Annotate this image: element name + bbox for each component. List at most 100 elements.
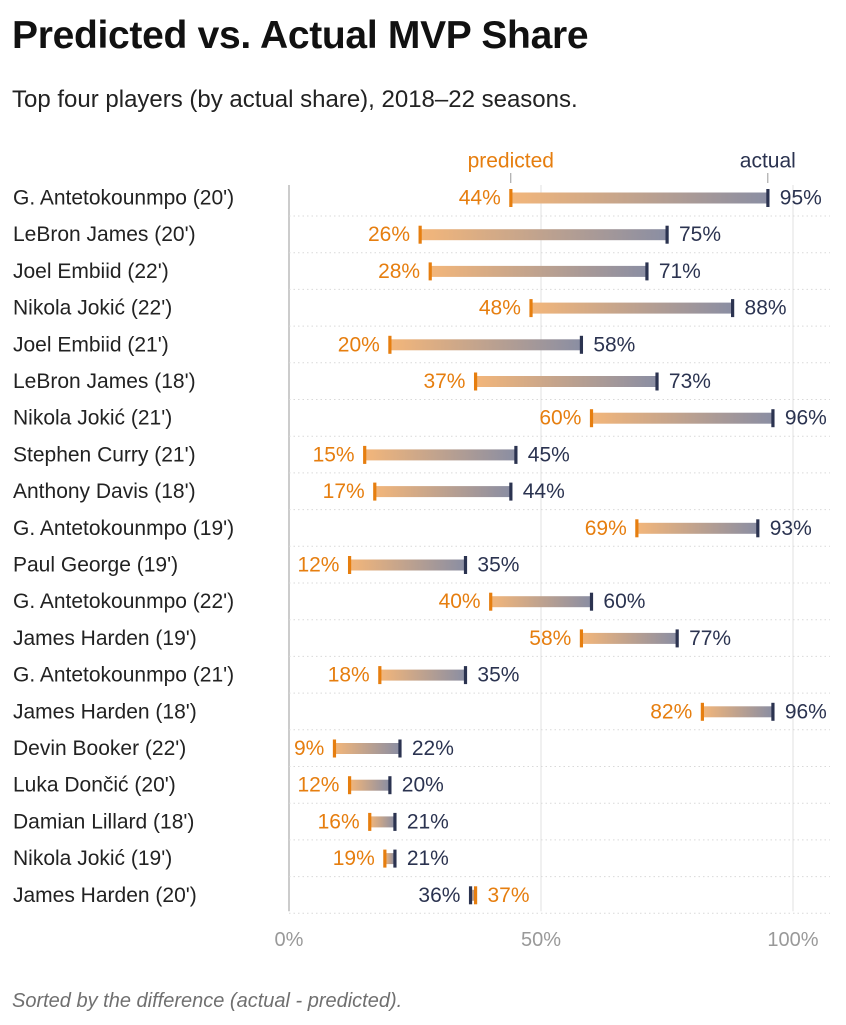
- actual-value-label: 22%: [412, 737, 454, 760]
- row-label: Paul George (19'): [13, 554, 178, 577]
- actual-value-label: 36%: [418, 884, 460, 907]
- actual-marker: [645, 262, 649, 281]
- predicted-value-label: 28%: [378, 260, 420, 283]
- connector-bar: [334, 743, 400, 754]
- actual-value-label: 60%: [603, 590, 645, 613]
- predicted-marker: [383, 849, 387, 868]
- predicted-value-label: 82%: [650, 700, 692, 723]
- actual-marker: [579, 335, 584, 354]
- row-label: James Harden (20'): [13, 884, 197, 907]
- predicted-marker: [489, 592, 493, 611]
- row-label: Damian Lillard (18'): [13, 810, 194, 833]
- predicted-marker: [529, 299, 533, 318]
- actual-marker: [463, 666, 468, 685]
- predicted-value-label: 37%: [423, 370, 465, 393]
- actual-marker: [509, 482, 513, 501]
- predicted-value-label: 48%: [479, 297, 521, 320]
- predicted-value-label: 9%: [294, 737, 324, 760]
- connector-bar: [389, 339, 582, 351]
- actual-marker: [665, 225, 669, 244]
- predicted-marker: [363, 445, 367, 464]
- row-label: Luka Dončić (20'): [13, 774, 176, 797]
- predicted-marker: [428, 262, 432, 281]
- actual-value-label: 58%: [593, 333, 635, 356]
- predicted-value-label: 58%: [529, 627, 571, 650]
- predicted-value-label: 60%: [539, 407, 581, 430]
- actual-marker: [388, 776, 392, 795]
- connector-bar: [379, 669, 466, 681]
- actual-value-label: 21%: [407, 810, 449, 833]
- row-label: James Harden (18'): [13, 700, 197, 723]
- predicted-marker: [635, 519, 639, 538]
- actual-marker: [655, 372, 659, 391]
- actual-marker: [589, 592, 594, 611]
- actual-marker: [771, 702, 775, 721]
- actual-value-label: 71%: [659, 260, 701, 283]
- predicted-marker: [700, 702, 704, 721]
- row-label: LeBron James (18'): [13, 370, 196, 393]
- predicted-value-label: 20%: [338, 333, 380, 356]
- predicted-marker: [388, 335, 392, 354]
- row-label: Nikola Jokić (19'): [13, 847, 172, 870]
- predicted-value-label: 16%: [318, 810, 360, 833]
- actual-value-label: 95%: [780, 187, 822, 210]
- predicted-marker: [347, 556, 352, 574]
- predicted-value-label: 12%: [297, 774, 339, 797]
- actual-marker: [514, 445, 518, 464]
- predicted-marker: [332, 739, 337, 758]
- chart-title: Predicted vs. Actual MVP Share: [12, 14, 589, 57]
- row-label: Stephen Curry (21'): [13, 443, 196, 466]
- row-label: G. Antetokounmpo (20'): [13, 187, 234, 210]
- x-tick-label: 100%: [767, 929, 818, 951]
- actual-marker: [731, 299, 735, 318]
- connector-bar: [349, 779, 390, 791]
- connector-bar: [374, 486, 511, 498]
- predicted-marker: [347, 776, 352, 795]
- connector-bar: [510, 192, 768, 204]
- actual-marker: [468, 886, 473, 905]
- predicted-value-label: 12%: [297, 554, 339, 577]
- predicted-marker: [473, 886, 478, 905]
- row-label: Joel Embiid (22'): [13, 260, 169, 283]
- predicted-value-label: 18%: [328, 664, 370, 687]
- legend-actual: actual: [740, 150, 796, 173]
- predicted-value-label: 69%: [585, 517, 627, 540]
- row-label: G. Antetokounmpo (21'): [13, 664, 234, 687]
- predicted-value-label: 44%: [459, 187, 501, 210]
- actual-marker: [771, 409, 775, 428]
- actual-value-label: 45%: [528, 443, 570, 466]
- connector-bar: [430, 265, 647, 277]
- connector-bar: [530, 302, 733, 314]
- row-label: James Harden (19'): [13, 627, 197, 650]
- connector-bar: [636, 522, 758, 534]
- connector-bar: [591, 412, 773, 424]
- actual-marker: [398, 739, 402, 758]
- predicted-marker: [509, 189, 513, 207]
- predicted-value-label: 15%: [313, 443, 355, 466]
- connector-bar: [581, 632, 678, 644]
- predicted-value-label: 37%: [487, 884, 529, 907]
- connector-bar: [490, 596, 592, 608]
- row-label: Nikola Jokić (22'): [13, 297, 172, 320]
- x-tick-label: 0%: [275, 929, 304, 951]
- row-label: Nikola Jokić (21'): [13, 407, 172, 430]
- connector-bar: [420, 229, 667, 241]
- row-label: Anthony Davis (18'): [13, 480, 196, 503]
- actual-value-label: 88%: [745, 297, 787, 320]
- predicted-value-label: 17%: [323, 480, 365, 503]
- connector-bar: [475, 376, 657, 387]
- predicted-marker: [368, 812, 372, 831]
- connector-bar: [369, 816, 395, 828]
- actual-value-label: 75%: [679, 223, 721, 246]
- connector-bar: [702, 706, 773, 718]
- actual-value-label: 73%: [669, 370, 711, 393]
- predicted-marker: [473, 372, 478, 391]
- actual-value-label: 96%: [785, 700, 827, 723]
- predicted-value-label: 19%: [333, 847, 375, 870]
- predicted-value-label: 26%: [368, 223, 410, 246]
- actual-marker: [766, 189, 770, 207]
- predicted-value-label: 40%: [439, 590, 481, 613]
- connector-bar: [349, 559, 466, 571]
- connector-bar: [470, 889, 476, 901]
